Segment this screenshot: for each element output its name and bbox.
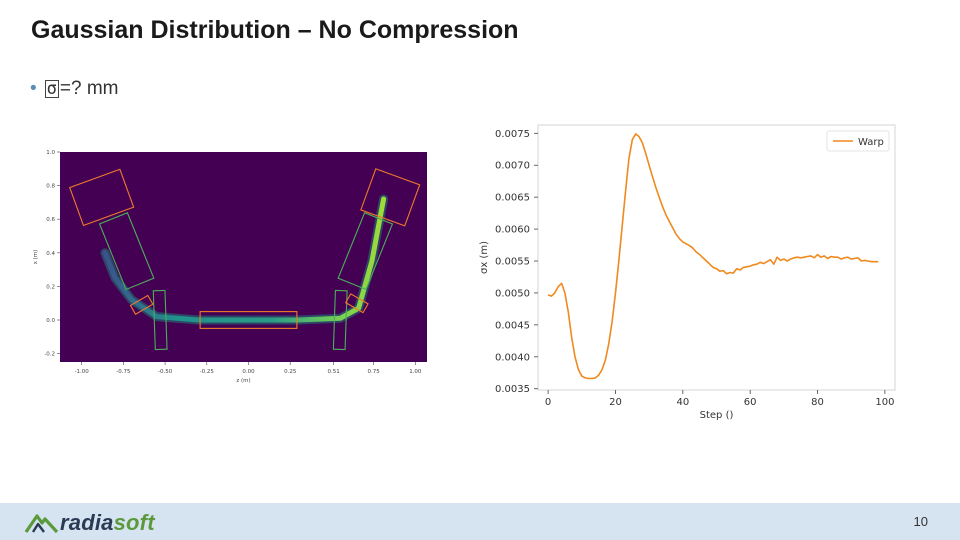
magnet-outline-3	[129, 294, 154, 315]
plot-area	[537, 124, 896, 391]
radiasoft-logo: radiasoft	[24, 510, 155, 536]
footer-bar: radiasoft 10	[0, 503, 960, 540]
y-tick-label: 0.2	[46, 284, 55, 290]
sigma-glyph: σ	[44, 79, 59, 99]
y-tick-label: 0.0035	[495, 384, 530, 395]
radiasoft-logo-text: radiasoft	[60, 510, 155, 536]
y-tick-label: 0.8	[46, 184, 55, 190]
x-axis-label: Step ()	[700, 410, 734, 421]
x-tick-label: -0.75	[116, 369, 131, 375]
x-tick-label: 0.75	[367, 369, 380, 375]
x-tick-label: 0.00	[242, 369, 255, 375]
y-axis-label: σx (m)	[479, 241, 490, 274]
y-tick-label: 0.4	[46, 251, 55, 257]
y-axis-label: x (m)	[33, 250, 39, 265]
x-tick-label: 0	[545, 397, 551, 408]
x-tick-label: 80	[811, 397, 824, 408]
y-tick-label: 0.0045	[495, 320, 530, 331]
magnet-outline-1	[68, 168, 135, 227]
heatmap-background	[60, 152, 427, 362]
slide-title: Gaussian Distribution – No Compression	[31, 16, 519, 44]
y-tick-label: 0.0065	[495, 193, 530, 204]
radiasoft-logo-icon	[24, 514, 59, 534]
page-number: 10	[913, 514, 928, 529]
magnet-outline-2	[98, 212, 155, 291]
x-tick-label: 100	[875, 397, 894, 408]
y-tick-label: 0.0050	[495, 288, 530, 299]
bullet-dot: •	[30, 78, 37, 99]
legend-label: Warp	[858, 137, 884, 148]
x-tick-label: -0.50	[158, 369, 173, 375]
legend-box	[826, 130, 890, 152]
x-tick-label: 40	[676, 397, 689, 408]
x-tick-label: 1.00	[409, 369, 422, 375]
y-tick-label: 1.0	[46, 150, 55, 156]
x-tick-label: 0.25	[284, 369, 297, 375]
magnet-outline-5	[199, 311, 298, 329]
magnet-outline-6	[332, 289, 348, 351]
y-tick-label: -0.2	[44, 352, 55, 358]
bullet-item: • σ =? mm	[30, 78, 119, 100]
sigma-x-line-chart: 0.0035 0.0040 0.0045 0.0050 0.0055 0.0060 0.00…	[479, 124, 896, 421]
beam-density-heatmap: -1.00 -0.75 -0.50 -0.25 0.00 0.25 0.51 0.75 1.00…	[33, 150, 427, 384]
x-tick-label: -0.25	[200, 369, 215, 375]
y-tick-label: 0.6	[46, 217, 55, 223]
logo-text-soft: soft	[113, 510, 155, 535]
x-axis-label: z (m)	[236, 378, 250, 384]
x-tick-label: 0.51	[327, 369, 339, 375]
magnet-outline-8	[337, 212, 394, 291]
beam-core	[102, 196, 387, 323]
y-tick-label: 0.0070	[495, 161, 530, 172]
y-tick-label: 0.0060	[495, 225, 530, 236]
magnet-outline-9	[360, 168, 421, 227]
magnet-outline-7	[344, 293, 369, 314]
x-tick-label: 60	[744, 397, 757, 408]
logo-text-radia: radia	[60, 510, 114, 535]
y-tick-label: 0.0055	[495, 257, 530, 268]
magnet-outline-4	[152, 289, 168, 351]
series-line-warp	[547, 133, 879, 380]
x-tick-label: -1.00	[75, 369, 90, 375]
y-tick-label: 0.0	[46, 318, 55, 324]
y-tick-label: 0.0075	[495, 129, 530, 140]
y-tick-label: 0.0040	[495, 352, 530, 363]
x-tick-label: 20	[609, 397, 622, 408]
bullet-text: =? mm	[59, 78, 119, 99]
